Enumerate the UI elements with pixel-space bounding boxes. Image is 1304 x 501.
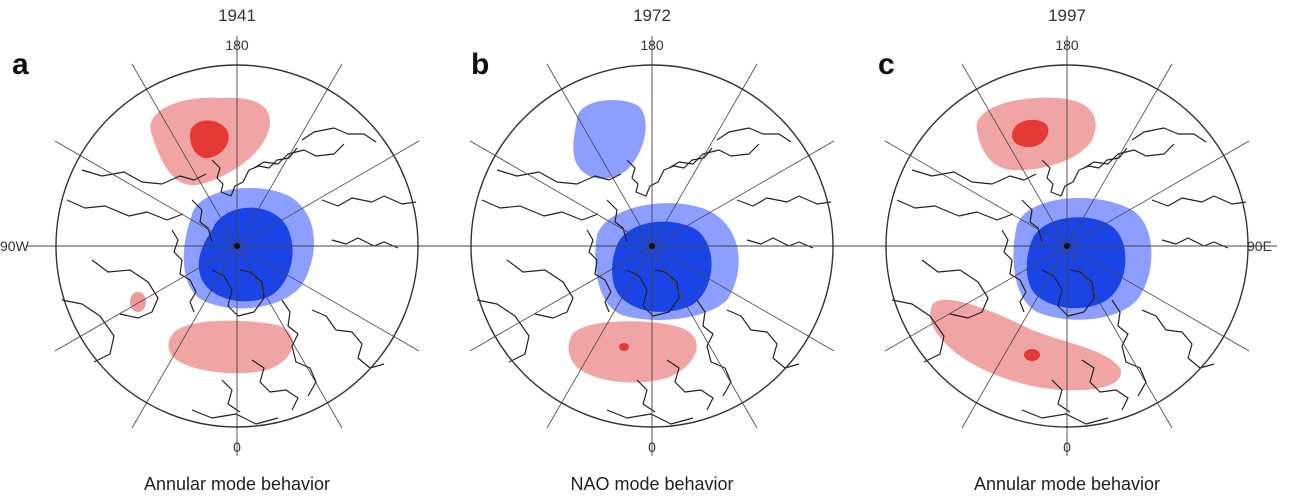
panel-caption: Annular mode behavior bbox=[973, 474, 1161, 494]
panel-letter: c bbox=[878, 48, 895, 81]
panel-year: 1941 bbox=[218, 6, 256, 25]
longitude-label-bottom: 0 bbox=[233, 439, 241, 455]
longitude-label-top: 180 bbox=[225, 37, 249, 53]
positive-anomaly-atlantic bbox=[168, 320, 294, 374]
polar-map bbox=[856, 35, 1278, 457]
negative-anomaly-arctic-core bbox=[198, 207, 293, 302]
panel-letter: a bbox=[12, 48, 29, 81]
panel-year: 1972 bbox=[633, 6, 671, 25]
panel-caption: NAO mode behavior bbox=[570, 474, 734, 494]
longitude-label-left: 90W bbox=[0, 238, 29, 254]
map-panel-a: 1941 a 180 0 90W Annular mode behavior bbox=[0, 0, 452, 501]
polar-map bbox=[441, 35, 863, 457]
longitude-label-top: 180 bbox=[640, 37, 664, 53]
panel-letter: b bbox=[471, 48, 490, 81]
positive-anomaly-atlantic bbox=[930, 299, 1122, 391]
negative-anomaly-arctic-core bbox=[612, 221, 712, 312]
map-panel-b: 1972 b 180 0 NAO mode behavior bbox=[437, 0, 867, 501]
positive-anomaly-atlantic bbox=[568, 321, 697, 383]
longitude-label-top: 180 bbox=[1055, 37, 1079, 53]
positive-anomaly-small bbox=[130, 292, 146, 312]
polar-map bbox=[26, 35, 448, 457]
panel-year: 1997 bbox=[1048, 6, 1086, 25]
longitude-label-bottom: 0 bbox=[1063, 439, 1071, 455]
positive-anomaly-pacific-core bbox=[190, 120, 229, 159]
negative-anomaly-pacific bbox=[573, 100, 646, 179]
positive-anomaly-atlantic-core bbox=[619, 343, 629, 351]
panel-caption: Annular mode behavior bbox=[143, 474, 331, 494]
longitude-label-bottom: 0 bbox=[648, 439, 656, 455]
positive-anomaly-atlantic-core bbox=[1024, 349, 1040, 361]
longitude-label-right: 90E bbox=[1247, 238, 1272, 254]
map-panel-c: 1997 c 180 0 90E Annular mode behavior bbox=[852, 0, 1282, 501]
negative-anomaly-arctic-core bbox=[1026, 217, 1126, 309]
positive-anomaly-pacific-core bbox=[1012, 119, 1049, 148]
